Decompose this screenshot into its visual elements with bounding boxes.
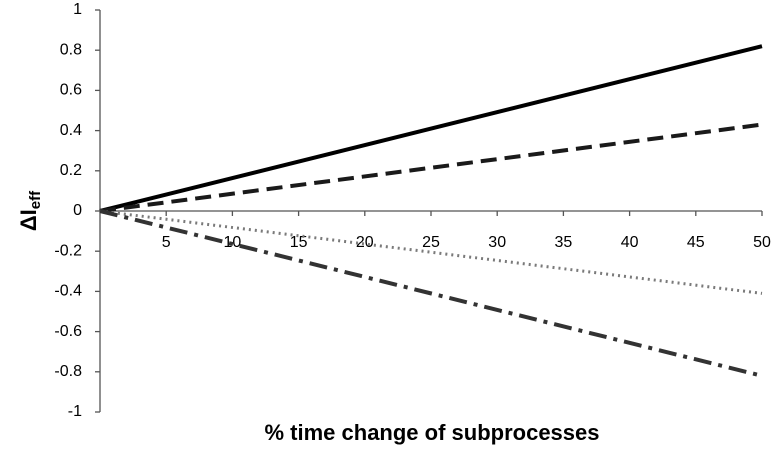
line-series (99, 209, 763, 378)
x-tick-label: 50 (753, 234, 771, 251)
line-series (99, 122, 763, 213)
x-tick-label: 40 (621, 234, 639, 251)
y-tick-label: -0.4 (54, 283, 82, 300)
y-tick-label: -1 (68, 403, 82, 420)
x-axis-label: % time change of subprocesses (265, 420, 600, 445)
y-axis-label-subscript: eff (27, 190, 44, 209)
y-tick-label: 0 (73, 202, 82, 219)
x-tick-label: 20 (356, 234, 374, 251)
x-tick-label: 25 (422, 234, 440, 251)
x-tick-label: 35 (555, 234, 573, 251)
y-tick-label: -0.2 (54, 242, 82, 259)
y-axis-label: ΔIeff (16, 190, 44, 231)
y-tick-label: 0.6 (60, 82, 82, 99)
line-series (99, 44, 763, 213)
y-tick-label: 0.2 (60, 162, 82, 179)
x-tick-label: 15 (290, 234, 308, 251)
y-axis-label-main: ΔI (16, 209, 41, 231)
y-tick-label: -0.6 (54, 323, 82, 340)
line-series (99, 209, 763, 295)
x-tick-label: 30 (488, 234, 506, 251)
x-tick-label: 45 (687, 234, 705, 251)
y-tick-label: -0.8 (54, 363, 82, 380)
y-tick-label: 1 (73, 1, 82, 18)
y-tick-label: 0.4 (60, 122, 82, 139)
x-tick-label: 5 (162, 234, 171, 251)
y-tick-label: 0.8 (60, 41, 82, 58)
